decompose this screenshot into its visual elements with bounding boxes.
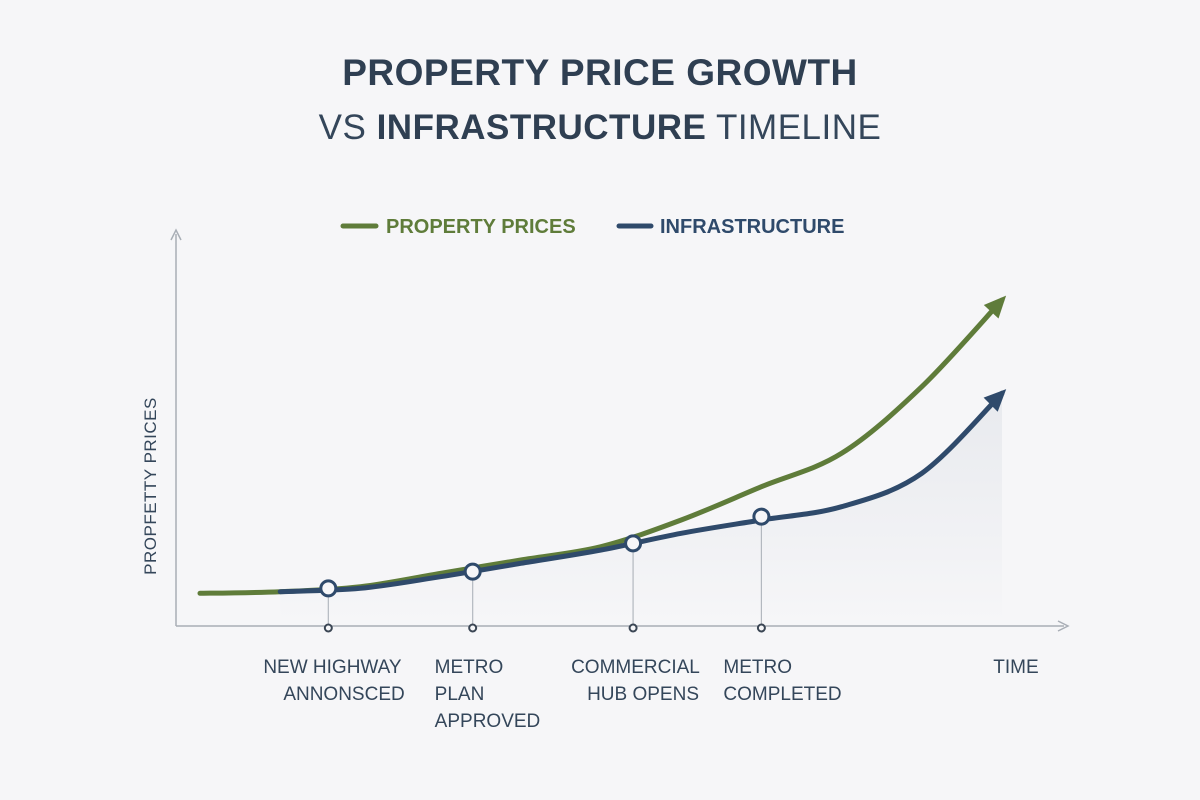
- series-layer: [197, 295, 1007, 596]
- subtitle-prefix: VS: [318, 108, 367, 147]
- series-arrow-infrastructure: [983, 389, 1007, 412]
- milestone-1: NEW HIGHWAY ANNONSCED: [263, 579, 405, 705]
- milestone-label-line: NEW HIGHWAY: [263, 657, 402, 678]
- milestone-marker: [319, 579, 338, 598]
- x-axis-label: TIME: [993, 657, 1038, 678]
- milestone-label-line: APPROVED: [435, 711, 541, 732]
- legend-label-infrastructure: INFRASTRUCTURE: [660, 216, 844, 238]
- subtitle-suffix: TIMELINE: [715, 108, 882, 147]
- milestone-2: METRO PLAN APPROVED: [435, 562, 541, 732]
- milestone-3: COMMERCIAL HUB OPENS: [571, 534, 700, 705]
- milestone-label-line: METRO: [435, 657, 504, 678]
- milestone-label-line: COMMERCIAL: [571, 657, 700, 678]
- milestone-label: NEW HIGHWAY ANNONSCED: [263, 657, 404, 705]
- milestone-axis-tick: [756, 623, 766, 633]
- series-arrow-property-prices: [983, 295, 1007, 319]
- subtitle-emphasis: INFRASTRUCTURE: [376, 108, 707, 147]
- infrastructure-area: [280, 393, 1002, 626]
- milestone-label-line: METRO: [723, 657, 792, 678]
- legend-label-property-prices: PROPERTY PRICES: [386, 216, 576, 238]
- milestone-axis-tick: [468, 623, 478, 633]
- x-axis-arrow: [1057, 620, 1070, 632]
- milestone-label-line: PLAN: [435, 684, 485, 705]
- milestone-label-line: ANNONSCED: [283, 684, 404, 705]
- milestone-marker: [624, 534, 643, 553]
- milestone-label: METRO COMPLETED: [723, 657, 841, 705]
- infrastructure-area-fill: [280, 393, 1002, 626]
- milestone-layer: NEW HIGHWAY ANNONSCED METRO PLAN APPROVED COM…: [263, 507, 842, 732]
- milestone-axis-tick: [323, 623, 333, 633]
- milestone-4: METRO COMPLETED: [723, 507, 842, 705]
- milestone-marker: [463, 562, 482, 581]
- milestone-label: METRO PLAN APPROVED: [435, 657, 541, 732]
- milestone-axis-tick: [628, 623, 638, 633]
- series-line-infrastructure: [277, 390, 1005, 595]
- y-axis-label: PROPFETTY PRICES: [141, 397, 160, 575]
- legend: PROPERTY PRICES INFRASTRUCTURE: [340, 216, 844, 238]
- y-axis-arrow: [170, 228, 182, 241]
- chart-title: PROPERTY PRICE GROWTH: [342, 52, 858, 93]
- milestone-label-line: HUB OPENS: [587, 684, 699, 705]
- milestone-label: COMMERCIAL HUB OPENS: [571, 657, 700, 705]
- chart-subtitle: VS INFRASTRUCTURE TIMELINE: [0, 108, 1200, 148]
- milestone-marker: [752, 507, 771, 526]
- milestone-label-line: COMPLETED: [723, 684, 841, 705]
